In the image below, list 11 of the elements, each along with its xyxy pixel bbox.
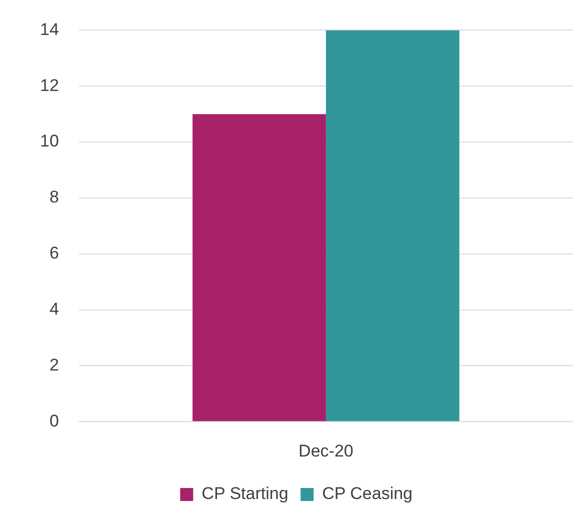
y-tick-label: 2	[49, 355, 59, 374]
x-tick-label: Dec-20	[298, 441, 354, 460]
y-tick-label: 12	[40, 76, 59, 95]
y-tick-label: 8	[49, 188, 59, 207]
y-tick-label: 0	[49, 411, 59, 430]
y-tick-label: 6	[49, 244, 59, 263]
y-tick-label: 14	[40, 20, 59, 39]
y-tick-label: 10	[40, 132, 59, 151]
legend-label: CP Starting	[202, 484, 288, 504]
y-tick-label: 4	[49, 299, 59, 318]
legend-label: CP Ceasing	[322, 484, 413, 504]
